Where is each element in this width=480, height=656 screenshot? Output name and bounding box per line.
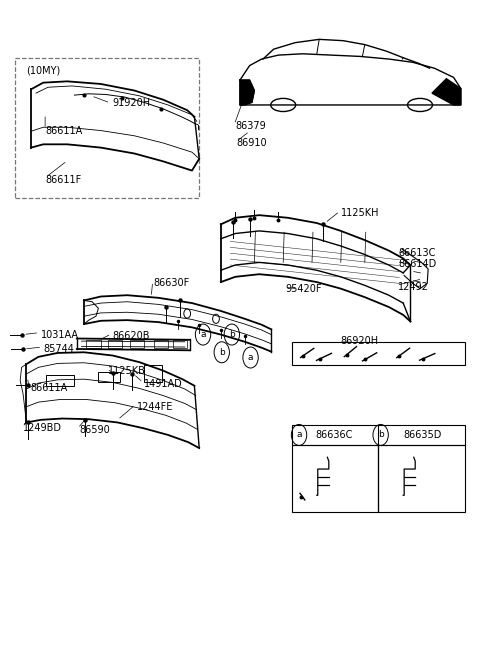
Text: b: b [229,330,235,339]
Text: a: a [296,430,302,440]
Bar [292,425,465,445]
Text: 86620B: 86620B [113,331,150,341]
Text: (10MY): (10MY) [26,66,60,76]
Text: 86630F: 86630F [154,278,190,289]
Text: 86590: 86590 [79,424,110,435]
Bar [144,365,162,382]
Text: 86910: 86910 [237,138,267,148]
Text: 12492: 12492 [398,282,429,293]
Bar [86,340,101,348]
Text: a: a [248,353,253,362]
Bar [130,340,144,348]
Bar [292,445,378,512]
Text: 86614D: 86614D [398,258,437,269]
Bar [46,375,74,386]
Text: 86636C: 86636C [316,430,353,440]
Text: 86611A: 86611A [30,383,68,394]
Text: 86920H: 86920H [341,336,379,346]
Text: b: b [219,348,225,357]
Text: 86635D: 86635D [403,430,442,440]
Text: 1491AD: 1491AD [144,379,183,390]
Text: 91920H: 91920H [113,98,151,108]
Bar [15,58,199,198]
Text: 1249BD: 1249BD [23,423,62,434]
Bar [173,340,187,348]
Polygon shape [432,79,461,105]
Text: 95420F: 95420F [286,283,322,294]
Text: a: a [200,330,206,339]
Bar [292,342,465,365]
Text: b: b [378,430,384,440]
Text: 1244FE: 1244FE [137,401,173,412]
Text: 85744: 85744 [43,344,74,354]
Text: 1125KH: 1125KH [341,208,379,218]
Text: 1125KB: 1125KB [108,366,146,377]
Polygon shape [240,80,254,105]
Text: 86611F: 86611F [46,174,82,185]
Text: 86613C: 86613C [398,248,436,258]
Text: 86611A: 86611A [46,126,83,136]
Text: 86379: 86379 [235,121,266,131]
Bar [154,340,168,348]
Text: 1031AA: 1031AA [41,329,79,340]
Bar [108,340,122,348]
Bar [378,445,465,512]
Bar [98,372,120,382]
